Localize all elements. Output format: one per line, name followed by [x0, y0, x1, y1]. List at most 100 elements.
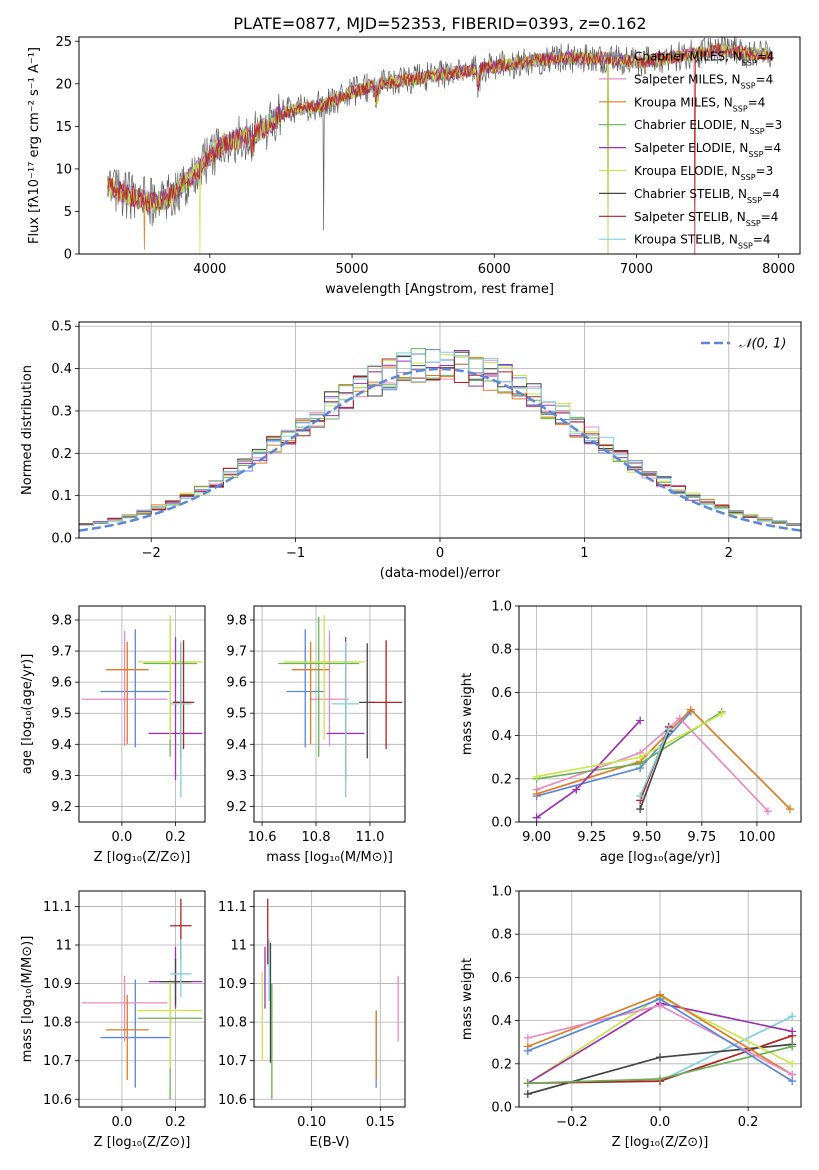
y-tick-label: 9.2: [51, 800, 72, 815]
x-axis-label: E(B-V): [309, 1135, 349, 1150]
panel-age-vs-mass: 10.6 10.8 11.0 9.2 9.3 9.4 9.5 9.6 9.7 9.8 mass [l…: [226, 605, 406, 865]
mass-weight-marker: [532, 772, 541, 781]
y-axis-label: Normed distribution: [20, 365, 35, 495]
x-tick-label: 6000: [478, 262, 511, 277]
errorbar-point: [283, 615, 365, 740]
axes-frame: [518, 605, 802, 823]
panel-age-vs-Z: 0.0 0.2 9.2 9.3 9.4 9.5 9.6 9.7 9.8 Z [log₁₀(Z/Z⊙…: [20, 605, 206, 865]
errorbar-point: [137, 615, 203, 740]
x-tick-label: 0.0: [112, 1115, 133, 1130]
x-tick-label: 2: [725, 546, 733, 561]
spectrum-legend: Chabrier MILES, NSSP=4 Salpeter MILES, NS…: [599, 50, 782, 251]
mass-weight-marker: [523, 1033, 532, 1042]
y-tick-label: 9.6: [226, 676, 247, 691]
plot-area-age-vs-mass: [278, 615, 403, 798]
errorbar-point: [100, 629, 171, 748]
plot-area-mass-vs-ebv: [261, 898, 399, 1100]
axes-frame: [78, 605, 206, 823]
x-tick-label: 0: [436, 546, 444, 561]
y-tick-label: 5: [64, 205, 72, 220]
x-tick-label: 9.00: [522, 830, 551, 845]
y-tick-label: 9.3: [226, 769, 247, 784]
mass-weight-line: [639, 728, 670, 797]
normal-reference-curve: [79, 367, 801, 532]
errorbar-point: [159, 958, 192, 1005]
mass-weight-marker: [572, 785, 581, 794]
legend-entry: Kroupa ELODIE, NSSP=3: [634, 164, 773, 182]
mass-weight-marker: [664, 725, 673, 734]
mass-weight-line: [639, 731, 670, 810]
legend-entry: Chabrier MILES, NSSP=4: [634, 50, 774, 68]
errorbar-point: [172, 640, 195, 749]
x-tick-label: 0.2: [165, 830, 186, 845]
x-tick-label: 0.2: [165, 1115, 186, 1130]
x-tick-label: 0.10: [297, 1115, 326, 1130]
y-tick-label: 9.4: [226, 738, 247, 753]
y-tick-label: 9.5: [51, 707, 72, 722]
panel-residuals: −2 −1 0 1 2 0.0 0.1 0.2 0.3 0.4 0.5 (data-model)/er…: [20, 320, 802, 581]
y-tick-label: 11: [230, 939, 247, 954]
mass-weight-marker: [636, 792, 645, 801]
y-tick-label: 10.9: [43, 977, 72, 992]
y-tick-label: 0.5: [51, 320, 72, 335]
x-tick-label: 11.0: [355, 830, 384, 845]
x-tick-label: 0.2: [738, 1115, 759, 1130]
x-tick-label: 4000: [193, 262, 226, 277]
legend-entry: Kroupa MILES, NSSP=4: [634, 95, 765, 113]
legend-entry: Chabrier ELODIE, NSSP=3: [634, 118, 782, 136]
y-tick-label: 9.2: [226, 800, 247, 815]
plot-area-mass-weight-vs-Z: [523, 990, 797, 1099]
y-tick-label: 10.7: [43, 1054, 72, 1069]
mass-weight-marker: [636, 716, 645, 725]
mass-weight-marker: [523, 1079, 532, 1088]
mass-weight-marker: [532, 813, 541, 822]
mass-weight-marker: [523, 1090, 532, 1099]
errorbar-point: [100, 979, 171, 1088]
legend-entry: Salpeter STELIB, NSSP=4: [634, 210, 778, 228]
mass-weight-marker: [788, 1042, 797, 1051]
mass-weight-marker: [656, 1074, 664, 1083]
y-tick-label: 15: [55, 120, 72, 135]
spectrum-series-salpeter-stelib: [107, 43, 772, 254]
mass-weight-marker: [788, 1027, 797, 1036]
legend-entry: Kroupa STELIB, NSSP=4: [634, 233, 771, 251]
plot-area-age-vs-Z: [81, 615, 203, 798]
mass-weight-marker: [656, 995, 664, 1003]
x-tick-label: 1: [580, 546, 588, 561]
y-tick-label: 10.9: [218, 977, 247, 992]
x-tick-label: −0.2: [556, 1115, 588, 1130]
y-tick-label: 0.4: [491, 729, 512, 744]
mass-weight-marker: [717, 710, 726, 718]
axes-frame: [78, 36, 801, 255]
x-axis-label: Z [log₁₀(Z/Z⊙)]: [612, 1135, 709, 1150]
y-tick-label: 0.2: [491, 772, 512, 787]
y-tick-label: 0.0: [491, 816, 512, 831]
y-tick-label: 0.6: [491, 971, 512, 986]
plot-area-mass-vs-Z: [81, 898, 203, 1100]
x-tick-label: 0.15: [366, 1115, 395, 1130]
mass-weight-marker: [532, 789, 541, 798]
panel-mass-vs-Z: 0.0 0.2 10.6 10.7 10.8 10.9 11 11.1 Z [log₁₀(Z/Z…: [20, 890, 206, 1150]
errorbar-point: [170, 939, 192, 998]
mass-weight-marker: [656, 1053, 664, 1062]
y-tick-label: 0.0: [51, 532, 72, 547]
axes-frame: [78, 890, 206, 1108]
y-tick-label: 10.8: [218, 1016, 247, 1031]
y-tick-label: 0: [64, 248, 72, 263]
y-tick-label: 9.5: [226, 707, 247, 722]
y-tick-label: 1.0: [491, 600, 512, 615]
y-tick-label: 0.3: [51, 404, 72, 419]
y-tick-label: 0.4: [491, 1014, 512, 1029]
residual-legend: 𝒩(0, 1): [701, 337, 786, 352]
x-tick-label: 0.0: [112, 830, 133, 845]
figure-title: PLATE=0877, MJD=52353, FIBERID=0393, z=0…: [233, 14, 646, 33]
errorbar-point: [81, 630, 168, 746]
x-tick-label: 0.0: [650, 1115, 671, 1130]
mass-weight-marker: [788, 1077, 797, 1086]
y-tick-label: 0.0: [491, 1101, 512, 1116]
mass-weight-marker: [636, 805, 645, 814]
x-tick-label: 10.8: [302, 830, 331, 845]
errorbar-point: [105, 995, 149, 1080]
y-axis-label: mass weight: [460, 958, 475, 1040]
